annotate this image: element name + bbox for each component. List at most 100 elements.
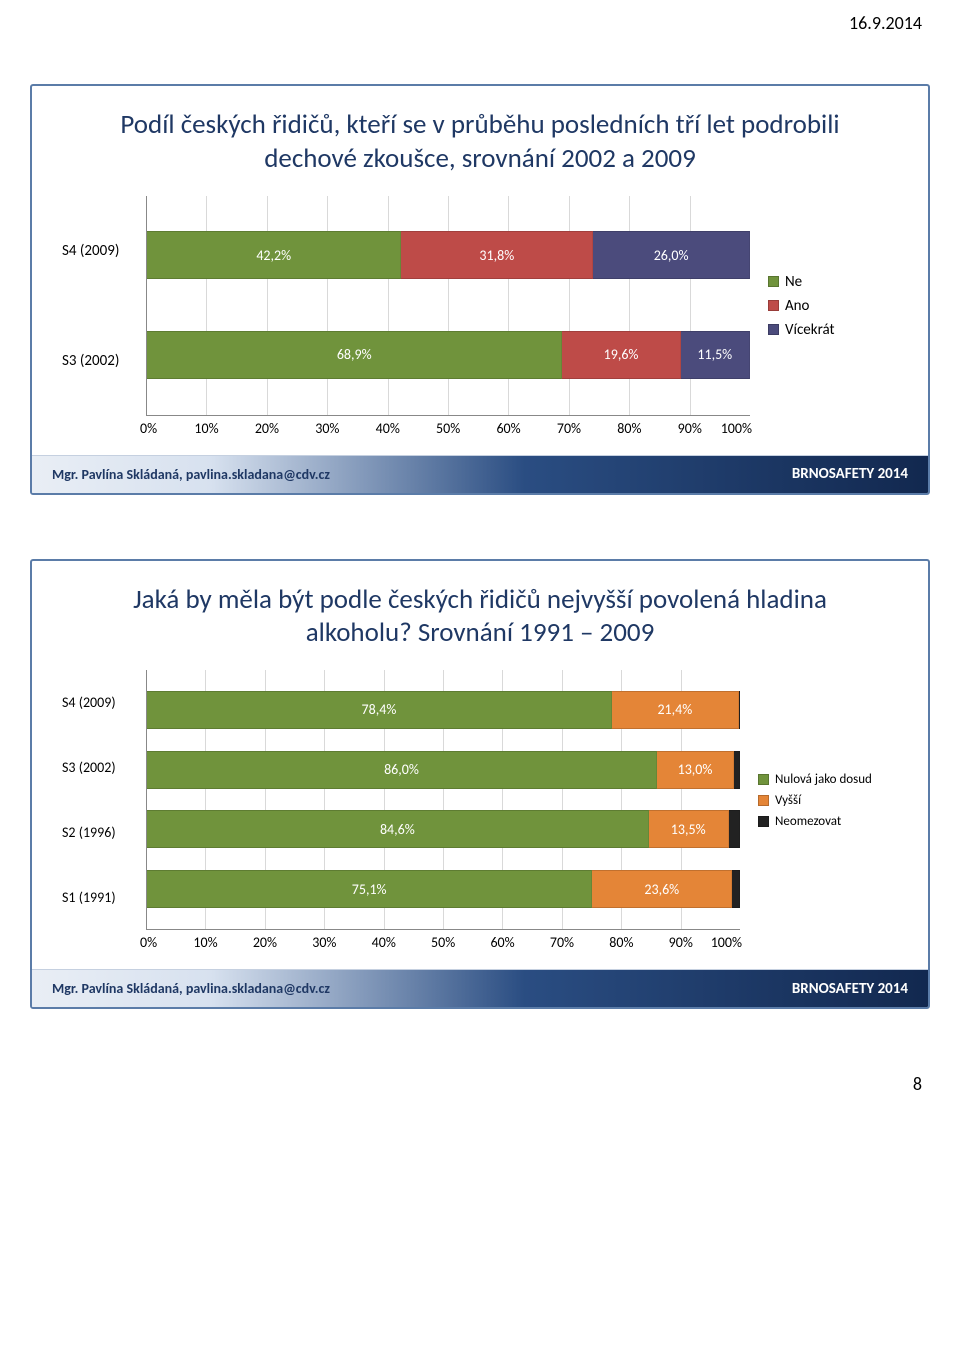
bar-segment: 86,0%: [147, 751, 657, 789]
grid-line: [147, 196, 207, 415]
x-tick: 10%: [194, 420, 254, 437]
legend-label: Vícekrát: [785, 321, 835, 339]
chart-1-plot: 42,2%31,8%26,0% 68,9%19,6%11,5%: [146, 196, 750, 416]
x-tick: 30%: [315, 420, 375, 437]
x-tick: 40%: [376, 420, 436, 437]
legend-swatch: [758, 795, 769, 806]
chart-2-legend: Nulová jako dosud Vyšší Neomezovat: [740, 670, 900, 930]
bar-segment: 42,2%: [147, 231, 401, 279]
bar-row: 86,0%13,0%: [147, 751, 740, 789]
bar-row: 42,2%31,8%26,0%: [147, 231, 750, 279]
chart-1-plot-row: S4 (2009)S3 (2002) 42,2%31,8%26,0%68,9%1…: [60, 196, 900, 416]
bar-segment: 11,5%: [681, 331, 750, 379]
x-tick: 50%: [431, 934, 490, 951]
chart-1-y-labels: S4 (2009)S3 (2002): [60, 196, 146, 416]
bar-segment: 75,1%: [147, 870, 592, 908]
legend-swatch: [758, 816, 769, 827]
footer-author: Mgr. Pavlína Skládaná, pavlina.skladana@…: [52, 466, 330, 483]
x-tick: 70%: [550, 934, 609, 951]
bar-row: 75,1%23,6%: [147, 870, 740, 908]
x-tick: 80%: [617, 420, 677, 437]
bar-segment: 68,9%: [147, 331, 562, 379]
y-axis-label: S1 (1991): [60, 889, 146, 906]
x-tick: 10%: [193, 934, 252, 951]
legend-label: Neomezovat: [775, 814, 841, 829]
legend-label: Vyšší: [775, 793, 801, 808]
x-tick: 80%: [609, 934, 668, 951]
x-spacer: [60, 420, 146, 437]
grid-line: [509, 196, 569, 415]
bar-row: 84,6%13,5%: [147, 810, 740, 848]
legend-swatch: [768, 324, 779, 335]
slide-1: Podíl českých řidičů, kteří se v průběhu…: [30, 84, 930, 495]
footer-author: Mgr. Pavlína Skládaná, pavlina.skladana@…: [52, 980, 330, 997]
footer-brand: BRNOSAFETY 2014: [792, 465, 908, 483]
bar-row: 78,4%21,4%: [147, 691, 740, 729]
page-number: 8: [30, 1073, 930, 1095]
grid-line: [389, 196, 449, 415]
bar-segment: 78,4%: [147, 691, 612, 729]
legend-item: Nulová jako dosud: [758, 772, 900, 787]
x-tick: 100%: [711, 934, 742, 951]
legend-item: Vícekrát: [768, 321, 900, 339]
legend-swatch: [768, 276, 779, 287]
legend-item: Vyšší: [758, 793, 900, 808]
grid-line: [328, 196, 388, 415]
bar-segment: 31,8%: [401, 231, 593, 279]
y-axis-label: S2 (1996): [60, 824, 146, 841]
slide-2-title: Jaká by měla být podle českých řidičů ne…: [80, 583, 880, 651]
page-date: 16.9.2014: [30, 12, 930, 34]
chart-2-x-ticks: 0%10%20%30%40%50%60%70%80%90%100%: [146, 934, 740, 951]
bar-segment: 26,0%: [593, 231, 750, 279]
x-tick: 60%: [490, 934, 549, 951]
bar-segment: 84,6%: [147, 810, 649, 848]
chart-1-legend: Ne Ano Vícekrát: [750, 196, 900, 416]
bar-segment: 23,6%: [592, 870, 732, 908]
y-axis-label: S4 (2009): [60, 242, 146, 260]
legend-spacer: [740, 934, 900, 951]
bar-segment: 21,4%: [612, 691, 739, 729]
footer-brand: BRNOSAFETY 2014: [792, 980, 908, 998]
chart-2-y-labels: S4 (2009) S3 (2002) S2 (1996) S1 (1991): [60, 670, 146, 930]
legend-spacer: [750, 420, 900, 437]
chart-1-x-ticks: 0%10%20%30%40%50%60%70%80%90%100%: [146, 420, 750, 437]
legend-label: Ano: [785, 297, 809, 315]
x-spacer: [60, 934, 146, 951]
slide-2: Jaká by měla být podle českých řidičů ne…: [30, 559, 930, 1010]
x-tick: 100%: [721, 420, 752, 437]
x-tick: 40%: [372, 934, 431, 951]
x-tick: 20%: [255, 420, 315, 437]
legend-item: Neomezovat: [758, 814, 900, 829]
y-axis-label: S4 (2009): [60, 694, 146, 711]
x-tick: 0%: [140, 420, 200, 437]
bar-segment: [734, 751, 740, 789]
legend-item: Ne: [768, 273, 900, 291]
slide-1-title: Podíl českých řidičů, kteří se v průběhu…: [80, 108, 880, 176]
legend-swatch: [768, 300, 779, 311]
legend-label: Ne: [785, 273, 802, 291]
x-tick: 30%: [312, 934, 371, 951]
chart-2-plot-row: S4 (2009) S3 (2002) S2 (1996) S1 (1991) 78,…: [60, 670, 900, 930]
legend-label: Nulová jako dosud: [775, 772, 872, 787]
x-tick: 50%: [436, 420, 496, 437]
bar-segment: 13,0%: [657, 751, 734, 789]
page: 16.9.2014 Podíl českých řidičů, kteří se…: [0, 0, 960, 1125]
bar-segment: 19,6%: [562, 331, 680, 379]
chart-1-grid: [147, 196, 750, 415]
grid-line: [207, 196, 267, 415]
bar-segment: [729, 810, 740, 848]
grid-line: [570, 196, 630, 415]
grid-line: [268, 196, 328, 415]
x-tick: 70%: [557, 420, 617, 437]
slide-2-footer: Mgr. Pavlína Skládaná, pavlina.skladana@…: [32, 969, 928, 1007]
x-tick: 20%: [253, 934, 312, 951]
bar-segment: 13,5%: [649, 810, 729, 848]
chart-2-plot: 78,4%21,4%86,0%13,0%84,6%13,5%75,1%23,6%: [146, 670, 740, 930]
bar-segment: [739, 691, 740, 729]
bar-row: 68,9%19,6%11,5%: [147, 331, 750, 379]
legend-item: Ano: [768, 297, 900, 315]
grid-line: [449, 196, 509, 415]
y-axis-label: S3 (2002): [60, 759, 146, 776]
chart-1-x-axis: 0%10%20%30%40%50%60%70%80%90%100%: [60, 420, 900, 437]
bar-segment: [732, 870, 740, 908]
